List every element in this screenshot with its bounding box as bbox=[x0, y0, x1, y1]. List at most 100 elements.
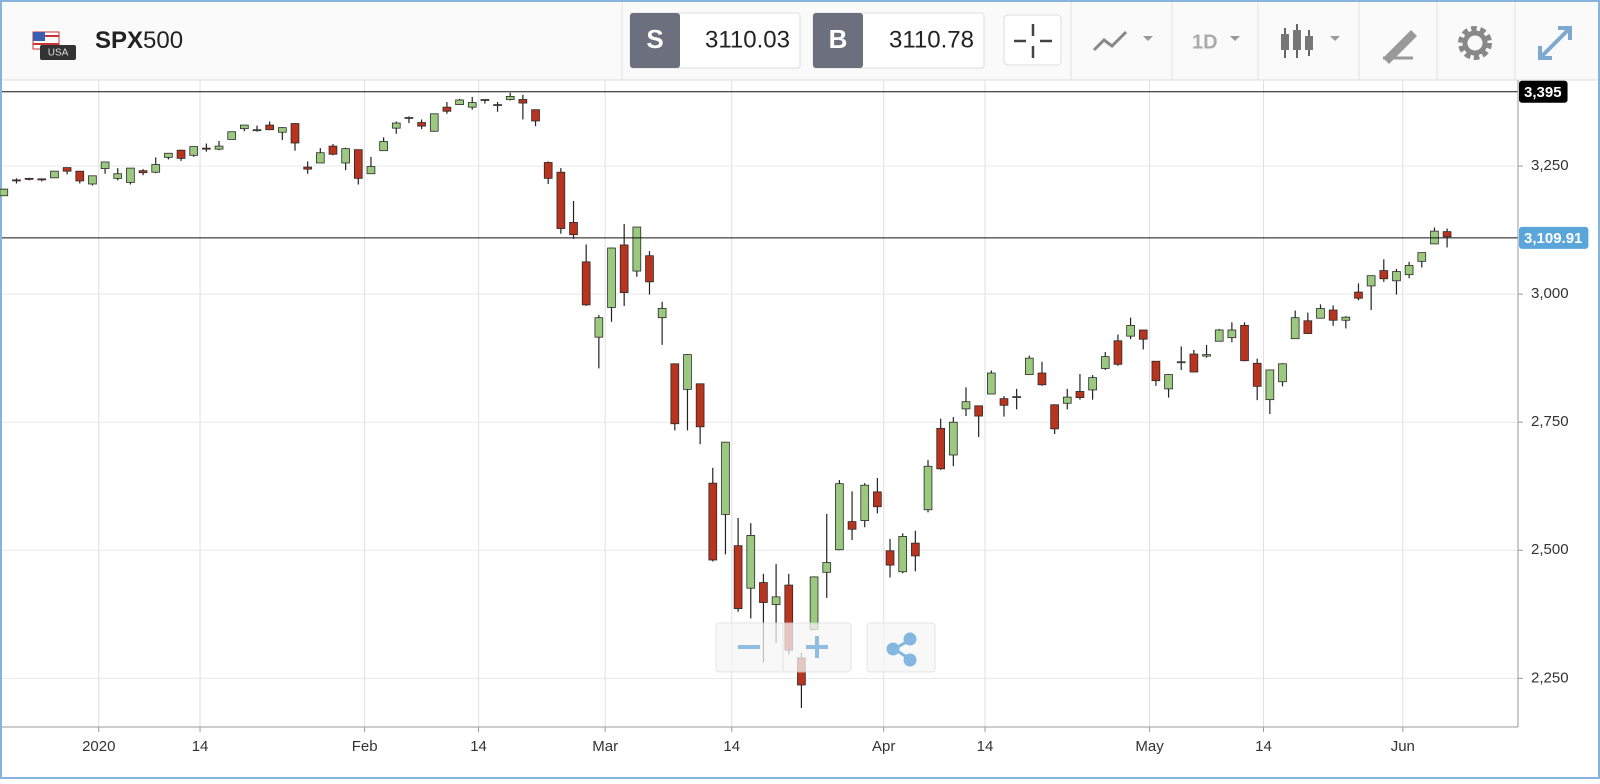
candle-body bbox=[632, 226, 642, 272]
candle-body bbox=[1075, 391, 1085, 399]
candle-body bbox=[1341, 316, 1351, 321]
candle-body bbox=[417, 122, 426, 127]
candle-body bbox=[1316, 308, 1325, 319]
candle-body bbox=[543, 162, 553, 179]
candle-body bbox=[265, 124, 274, 131]
x-tick-label: Jun bbox=[1391, 738, 1415, 755]
candle-body bbox=[353, 149, 363, 179]
candle-body bbox=[1227, 329, 1237, 339]
y-tick-label: 3,250 bbox=[1531, 157, 1569, 174]
candle-body bbox=[278, 127, 287, 133]
interval-button[interactable]: 1D bbox=[1192, 31, 1240, 53]
candle-body bbox=[366, 166, 376, 175]
interval: 1D bbox=[1192, 31, 1218, 53]
candle-body bbox=[37, 178, 47, 181]
fullscreen-button[interactable] bbox=[1538, 26, 1572, 60]
y-tick-label: 2,250 bbox=[1531, 669, 1569, 686]
x-tick-label: 14 bbox=[723, 738, 740, 755]
candle-body bbox=[936, 427, 946, 470]
draw-button[interactable] bbox=[1383, 30, 1417, 64]
candle-body bbox=[303, 166, 312, 170]
candle-body bbox=[1252, 362, 1262, 387]
buy-price: 3110.78 bbox=[889, 26, 974, 53]
candle-body bbox=[645, 255, 654, 283]
candle-body bbox=[493, 104, 502, 106]
x-tick-label: Apr bbox=[872, 738, 895, 755]
candle-body bbox=[695, 383, 705, 428]
candle-body bbox=[1328, 309, 1338, 321]
candle-body bbox=[214, 145, 224, 150]
x-tick-label: May bbox=[1135, 738, 1164, 755]
crosshair-button[interactable] bbox=[1003, 14, 1062, 66]
candle-body bbox=[1417, 252, 1427, 262]
buy-button[interactable]: B 3110.78 bbox=[812, 12, 985, 69]
candle-body bbox=[1392, 271, 1401, 282]
candle-body bbox=[1214, 329, 1224, 342]
candle-body bbox=[809, 576, 819, 631]
candle-body bbox=[1164, 374, 1173, 390]
candle-body bbox=[607, 247, 616, 308]
candle-body bbox=[315, 152, 325, 164]
candle-body bbox=[379, 141, 388, 152]
candle-body bbox=[429, 113, 439, 132]
candle-body bbox=[898, 536, 908, 573]
symbol-bold: SPX bbox=[95, 27, 143, 54]
sell-button[interactable]: S 3110.03 bbox=[629, 12, 801, 69]
y-tick-label: 2,750 bbox=[1531, 413, 1569, 430]
candle-body bbox=[1012, 396, 1021, 398]
zoom-controls bbox=[715, 622, 936, 673]
candle-body bbox=[1138, 329, 1148, 340]
candle-body bbox=[252, 129, 262, 132]
candle-body bbox=[113, 173, 123, 179]
x-tick-label: 14 bbox=[470, 738, 487, 755]
indicator-button[interactable] bbox=[1092, 30, 1153, 52]
symbol: SPX500 bbox=[95, 27, 183, 54]
candle-body bbox=[670, 363, 680, 425]
candle-body bbox=[442, 106, 452, 112]
candle-body bbox=[885, 550, 895, 566]
zoom-in[interactable] bbox=[806, 636, 828, 658]
share-box bbox=[866, 622, 936, 673]
x-tick-label: 14 bbox=[1255, 738, 1272, 755]
candle-body bbox=[721, 441, 730, 515]
candle-body bbox=[151, 164, 161, 173]
candle-body bbox=[12, 179, 21, 182]
candle-body bbox=[594, 317, 604, 338]
candle-body bbox=[126, 167, 135, 183]
candle-body bbox=[341, 148, 350, 164]
candle-body bbox=[328, 145, 338, 155]
candle-body bbox=[986, 372, 996, 395]
chart-type-button[interactable] bbox=[1281, 24, 1340, 58]
candle-body bbox=[1100, 356, 1110, 369]
candle-body bbox=[1176, 361, 1186, 364]
candle-body bbox=[1126, 324, 1135, 337]
candle-body bbox=[505, 95, 515, 100]
candle-body bbox=[860, 484, 870, 521]
candle-body bbox=[391, 122, 401, 129]
share-button[interactable] bbox=[886, 632, 917, 667]
candle-body bbox=[911, 542, 920, 557]
candle-body bbox=[189, 146, 199, 156]
candle-body bbox=[1113, 340, 1123, 365]
candle-body bbox=[708, 482, 718, 561]
y-tick-label: 2,500 bbox=[1531, 541, 1569, 558]
settings-button[interactable] bbox=[1458, 26, 1492, 60]
candle-body bbox=[240, 124, 249, 130]
sell-letter: S bbox=[646, 24, 663, 54]
candle-body bbox=[1240, 324, 1249, 362]
candle-body bbox=[100, 161, 110, 170]
sell-price: 3110.03 bbox=[705, 26, 790, 53]
price-label-box bbox=[1519, 80, 1568, 103]
symbol-rest: 500 bbox=[143, 27, 183, 54]
candle-body bbox=[202, 147, 211, 150]
candle-body bbox=[771, 596, 781, 605]
candle-body bbox=[1442, 231, 1452, 238]
candle-body bbox=[581, 261, 591, 306]
x-tick-label: Mar bbox=[592, 738, 618, 755]
candle-body bbox=[1265, 369, 1275, 401]
candle-body bbox=[873, 491, 882, 508]
candle-body bbox=[467, 102, 477, 108]
candle-body bbox=[1303, 320, 1313, 334]
